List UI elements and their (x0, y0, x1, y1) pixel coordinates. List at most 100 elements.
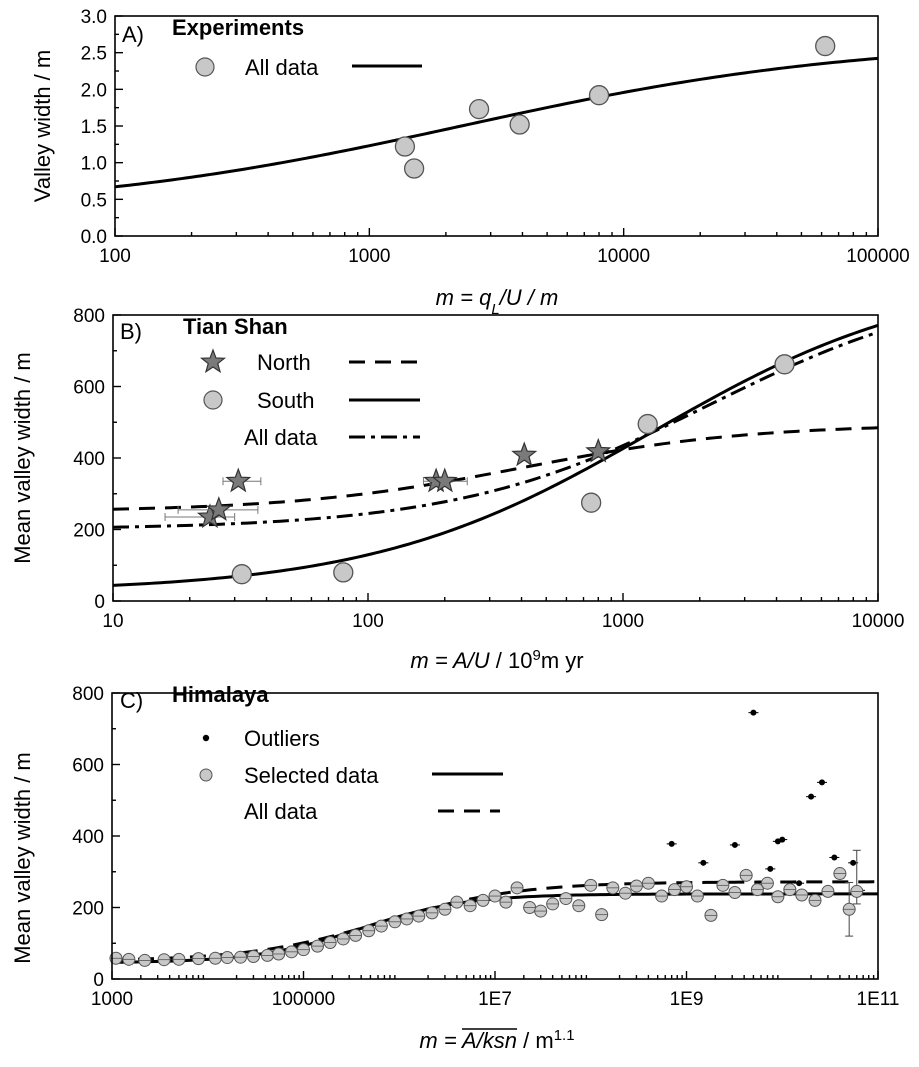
panel-a-legend-marker-circle (195, 57, 215, 77)
panel-a: A) Experiments Valley width / m m = qL/U… (30, 7, 910, 318)
panel-b-xtick-label: 10000 (852, 611, 905, 632)
panel-b-circle-point (231, 564, 252, 585)
panel-b-circle-point (333, 562, 354, 583)
panel-c-outlier-point (831, 854, 838, 861)
panel-a-ylabel: Valley width / m (30, 50, 55, 202)
panel-c-legend-label-selected: Selected data (244, 763, 379, 788)
panel-a-ytick-labels: 0.0 0.5 1.0 1.5 2.0 2.5 3.0 (81, 7, 107, 248)
panel-c-ticks (111, 692, 879, 980)
panel-c-xtick-label: 1E11 (857, 989, 900, 1010)
panel-c-ytick-label: 200 (72, 899, 104, 920)
panel-a-ytick-label: 0.0 (81, 227, 107, 248)
panel-c-title: Himalaya (172, 682, 269, 707)
panel-b-circle-point (580, 492, 602, 513)
panel-c-axes (111, 692, 879, 980)
panel-b-legend-marker-circle (203, 390, 223, 410)
panel-a-legend-label: All data (245, 55, 319, 80)
panel-b-xtick-label: 1000 (602, 611, 644, 632)
panel-a-circle-point (394, 136, 416, 157)
panel-a-ytick-label: 2.0 (81, 80, 107, 101)
panel-a-axes (114, 15, 879, 237)
panel-b-label: B) (120, 319, 142, 344)
panel-b-ytick-label: 400 (73, 449, 105, 470)
panel-b-circle-point (637, 413, 658, 435)
panel-b-star-point (431, 467, 458, 493)
panel-b-star-point (585, 437, 612, 463)
panel-c-label: C) (120, 688, 143, 713)
panel-a-ytick-label: 0.5 (81, 190, 107, 211)
panel-a-xtick-label: 1000 (348, 246, 390, 267)
panel-a-xtick-label: 10000 (597, 246, 650, 267)
panel-a-marks (394, 35, 836, 179)
panel-c-ytick-label: 400 (72, 827, 104, 848)
panel-b-fit-north (112, 426, 879, 511)
panel-b-circle-point (774, 354, 795, 375)
panel-b-fit-south (112, 323, 879, 587)
panel-c-marks (109, 709, 866, 967)
panel-c-outlier-point (668, 840, 675, 847)
panel-a-circle-point (403, 158, 425, 179)
panel-c-ylabel: Mean valley width / m (10, 752, 35, 964)
panel-a-ytick-label: 1.0 (81, 154, 107, 175)
panel-c-legend-label-all: All data (244, 799, 318, 824)
panel-a-ticks (114, 15, 879, 237)
panel-a-xtick-label: 100000 (846, 246, 909, 267)
panel-c-legend-label-outliers: Outliers (244, 726, 320, 751)
panel-c-ytick-label: 0 (93, 970, 104, 991)
panel-c-outlier-point (818, 779, 825, 786)
panel-b: B) Tian Shan Mean valley width / m m = A… (10, 306, 904, 673)
panel-b-fits (112, 323, 879, 587)
panel-b-legend-marker-star (199, 348, 227, 374)
panel-b-legend: North South All data (199, 348, 420, 450)
panel-c-outlier-point (779, 836, 786, 843)
panel-a-legend: All data (195, 55, 422, 80)
panel-c-ytick-label: 800 (72, 684, 104, 705)
panel-c-xtick-label: 1000 (91, 989, 133, 1010)
panel-c-legend-marker-dot (202, 734, 210, 742)
panel-b-legend-label-south: South (257, 388, 315, 413)
panel-c-xtick-label: 1E7 (478, 989, 512, 1010)
panel-c-outlier-point (750, 709, 757, 716)
panel-b-ytick-label: 800 (73, 306, 105, 327)
panel-b-star-point (511, 441, 538, 467)
panel-c-legend: Outliers Selected data All data (199, 726, 503, 824)
panel-c-ytick-label: 600 (72, 756, 104, 777)
panel-b-xtick-labels: 10 100 1000 10000 (102, 611, 904, 632)
panel-c-xtick-label: 100000 (272, 989, 335, 1010)
panel-a-circle-point (468, 98, 490, 120)
panel-b-star-point (205, 496, 232, 521)
panel-c-outlier-point (700, 859, 707, 866)
panel-a-circle-point (588, 85, 610, 106)
panel-a-xtick-labels: 100 1000 10000 100000 (99, 246, 910, 267)
panel-b-ytick-label: 200 (73, 521, 105, 542)
panel-b-legend-label-north: North (257, 350, 311, 375)
panel-a-xtick-label: 100 (99, 246, 131, 267)
panel-c-ytick-labels: 0 200 400 600 800 (72, 684, 104, 991)
panel-a-title: Experiments (172, 15, 304, 40)
panel-c-outlier-point (796, 880, 803, 887)
panel-b-ylabel: Mean valley width / m (10, 352, 35, 564)
panel-b-ytick-label: 0 (94, 592, 105, 613)
panel-c: C) Himalaya Mean valley width / m m = A/… (10, 682, 899, 1053)
panel-b-ytick-labels: 0 200 400 600 800 (73, 306, 105, 613)
panel-c-xlabel: m = A/ksn / m1.1 (419, 1027, 574, 1054)
panel-b-ticks (112, 314, 879, 602)
panel-c-xtick-labels: 1000 100000 1E7 1E9 1E11 (91, 989, 900, 1010)
panel-b-xtick-label: 100 (352, 611, 384, 632)
panel-c-outlier-point (767, 865, 774, 872)
panel-a-circle-point (509, 114, 530, 135)
panel-b-axes (112, 314, 879, 602)
panel-b-xtick-label: 10 (102, 611, 123, 632)
panel-a-xlabel: m = qL/U / m (436, 285, 559, 318)
panel-a-circle-point (815, 35, 836, 57)
panel-b-fit-all-data (112, 330, 879, 529)
panel-a-label: A) (122, 22, 144, 47)
panel-b-marks (164, 354, 795, 585)
panel-b-ytick-label: 600 (73, 378, 105, 399)
panel-b-xlabel: m = A/U / 109m yr (410, 647, 583, 674)
panel-b-star-point (225, 467, 252, 493)
panel-c-outlier-point (808, 793, 815, 800)
panel-a-fits (114, 56, 879, 189)
panel-a-fit-all-data (114, 56, 879, 189)
